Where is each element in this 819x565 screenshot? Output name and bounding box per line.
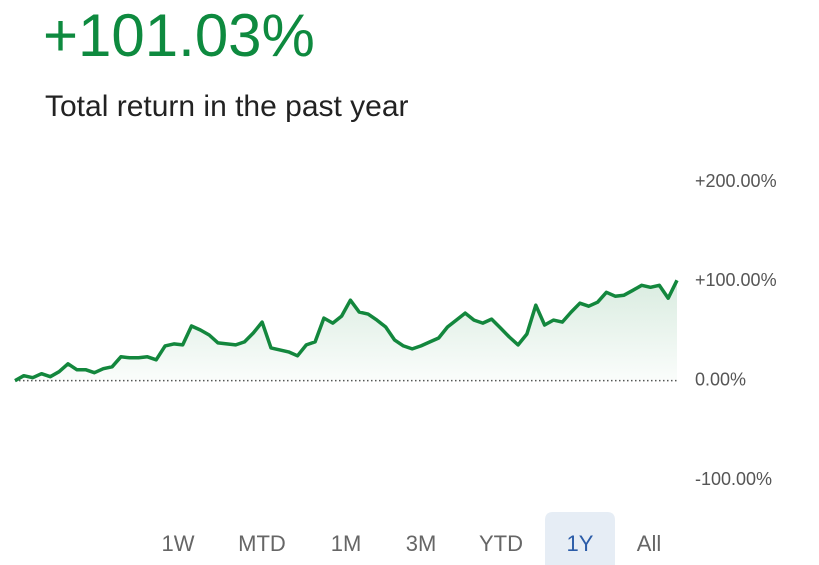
area-fill bbox=[15, 280, 677, 381]
y-tick-label: -100.00% bbox=[695, 469, 772, 489]
return-line bbox=[14, 279, 679, 383]
total-return-value: +101.03% bbox=[43, 2, 315, 69]
total-return-caption: Total return in the past year bbox=[45, 90, 409, 123]
range-button[interactable]: 1M bbox=[331, 531, 362, 556]
range-button[interactable]: 3M bbox=[406, 531, 437, 556]
range-button[interactable]: YTD bbox=[479, 531, 523, 556]
y-tick-label: +200.00% bbox=[695, 171, 777, 191]
range-button[interactable]: MTD bbox=[238, 531, 286, 556]
selected-tab-bg bbox=[545, 512, 615, 565]
range-button[interactable]: 1W bbox=[162, 531, 195, 556]
y-tick-label: +100.00% bbox=[695, 270, 777, 290]
y-tick-label: 0.00% bbox=[695, 369, 746, 389]
range-button[interactable]: 1Y bbox=[567, 531, 594, 556]
range-button[interactable]: All bbox=[637, 531, 661, 556]
